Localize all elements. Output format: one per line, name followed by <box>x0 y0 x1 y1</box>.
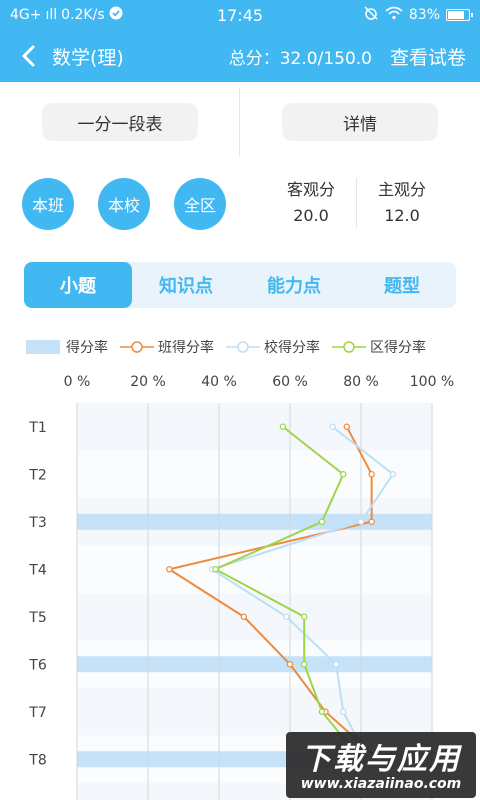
school-score-line-point <box>329 423 336 431</box>
category-label: T5 <box>28 610 46 626</box>
x-tick-label: 40 % <box>201 374 237 390</box>
category-label: T2 <box>28 467 46 483</box>
district-score-line-point <box>339 471 347 478</box>
x-tick-label: 80 % <box>343 374 379 390</box>
district-score-line-point <box>318 708 326 715</box>
x-tick-label: 100 % <box>410 374 454 390</box>
legend-swatch-class <box>120 341 154 353</box>
district-score-line-point <box>300 613 308 620</box>
score-divider <box>356 178 357 228</box>
tab-questions[interactable]: 小题 <box>24 262 132 308</box>
view-paper-button[interactable]: 查看试卷 <box>389 46 466 69</box>
category-label: T7 <box>28 705 46 721</box>
class-score-line-point <box>368 518 375 525</box>
battery-fill <box>448 11 464 19</box>
segment-cell-right: 详情 <box>240 82 480 162</box>
school-score-line-point <box>357 518 365 525</box>
subjective-score: 主观分 12.0 <box>357 176 447 225</box>
details-button[interactable]: 详情 <box>282 103 438 141</box>
page-title: 数学(理) <box>52 46 124 69</box>
legend-item-class: 班得分率 <box>120 337 214 357</box>
class-score-line-point <box>368 471 375 478</box>
battery-percent: 83% <box>408 7 440 23</box>
scope-row: 本班 本校 全区 客观分 20.0 主观分 12.0 <box>0 176 480 232</box>
row-band <box>77 450 432 498</box>
subjective-score-value: 12.0 <box>384 206 420 225</box>
network-speed: 0.2K/s <box>61 7 105 23</box>
check-circle-icon <box>109 6 123 24</box>
class-score-line-point <box>240 613 248 620</box>
score-rate-chart: 0 % 20 % 40 % 60 % 80 % 100 % T1 T2 T3 T4 T5 T6 T7 T8 <box>28 374 454 800</box>
objective-score-label: 客观分 <box>286 180 335 199</box>
category-label: T3 <box>28 515 46 531</box>
legend-item-district: 区得分率 <box>332 337 426 357</box>
status-right: 83% <box>363 5 473 25</box>
x-tick-label: 20 % <box>130 374 166 390</box>
legend-label-score-rate: 得分率 <box>66 340 108 356</box>
district-score-line-point <box>318 518 326 525</box>
alarm-off-icon <box>363 5 379 25</box>
legend-item-school: 校得分率 <box>226 337 320 357</box>
score-distribution-button[interactable]: 一分一段表 <box>42 103 198 141</box>
x-tick-label: 0 % <box>64 374 91 390</box>
battery-icon <box>446 9 473 21</box>
watermark-url: www.xiazaiinao.com <box>300 776 462 792</box>
score-rate-bar <box>77 513 432 530</box>
analysis-tabs: 小题 知识点 能力点 题型 <box>24 262 456 308</box>
segment-divider <box>239 88 240 156</box>
tab-question-types[interactable]: 题型 <box>384 276 420 297</box>
district-scope-button[interactable]: 全区 <box>174 178 226 230</box>
status-time: 17:45 <box>216 6 264 25</box>
watermark: 下载与应用 www.xiazaiinao.com <box>286 732 476 798</box>
total-score: 总分：32.0/150.0 <box>228 48 372 69</box>
status-bar: 4G+ ıll 0.2K/s 17:45 83% <box>0 0 480 30</box>
school-scope-button[interactable]: 本校 <box>98 178 150 230</box>
school-score-line-point <box>339 708 347 715</box>
network-type: 4G+ <box>10 7 42 23</box>
legend-label-district: 区得分率 <box>370 340 426 356</box>
segment-cell-left: 一分一段表 <box>0 82 240 162</box>
app-bar: 数学(理) 总分：32.0/150.0 查看试卷 <box>0 30 480 82</box>
status-left: 4G+ ıll 0.2K/s <box>10 6 123 24</box>
legend-item-score-rate: 得分率 <box>26 337 108 357</box>
tab-knowledge-points[interactable]: 知识点 <box>159 276 213 297</box>
tab-ability-points[interactable]: 能力点 <box>267 276 321 297</box>
objective-score: 客观分 20.0 <box>266 176 356 225</box>
legend-swatch-school <box>226 341 260 353</box>
school-score-line-point <box>332 660 340 668</box>
class-score-line-point <box>286 660 294 668</box>
category-label: T8 <box>28 752 46 768</box>
back-icon[interactable] <box>14 42 42 70</box>
signal-icon: ıll <box>45 7 58 23</box>
school-score-line-point <box>283 613 290 620</box>
school-score-line <box>209 425 395 760</box>
chart-legend: 得分率 班得分率 校得分率 区得分率 <box>26 336 466 358</box>
legend-swatch-bar <box>26 340 60 354</box>
objective-score-value: 20.0 <box>293 206 329 225</box>
category-label: T4 <box>28 562 47 578</box>
watermark-title: 下载与应用 <box>301 742 461 777</box>
legend-swatch-district <box>332 341 366 353</box>
category-label: T6 <box>28 657 47 673</box>
class-score-line-point <box>166 565 173 573</box>
district-score-line-point <box>212 565 219 573</box>
row-band <box>77 545 432 593</box>
legend-label-class: 班得分率 <box>158 340 214 356</box>
score-rate-bar <box>77 656 432 673</box>
district-score-line-point <box>279 423 287 431</box>
school-score-line-point <box>389 471 397 478</box>
class-score-line-point <box>343 423 351 431</box>
segment-row: 一分一段表 详情 <box>0 82 480 162</box>
district-score-line <box>213 425 362 760</box>
legend-label-school: 校得分率 <box>264 340 320 356</box>
subjective-score-label: 主观分 <box>377 180 426 199</box>
category-label: T1 <box>28 420 46 436</box>
x-tick-label: 60 % <box>272 374 308 390</box>
class-scope-button[interactable]: 本班 <box>22 178 74 230</box>
wifi-icon <box>385 6 403 24</box>
district-score-line-point <box>300 660 308 668</box>
